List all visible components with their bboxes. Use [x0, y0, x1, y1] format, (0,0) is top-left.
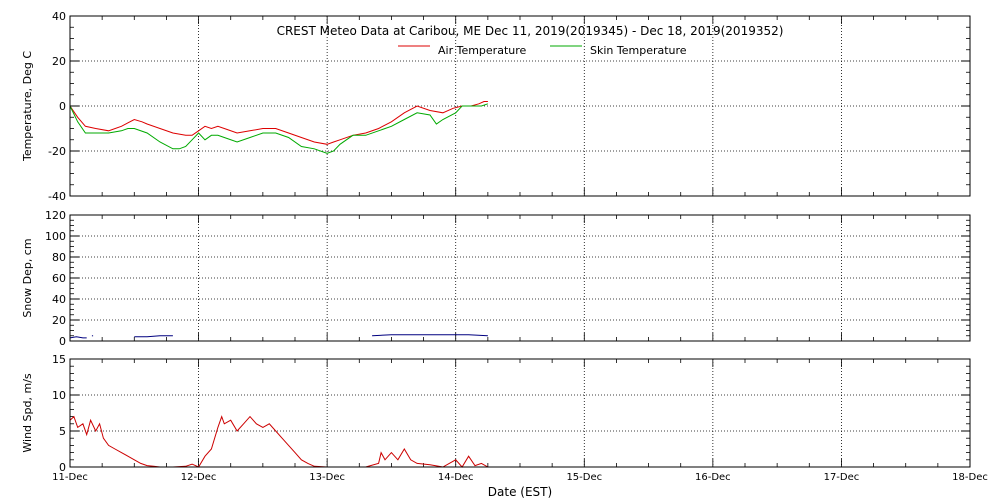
x-tick-label: 13-Dec	[309, 472, 345, 483]
panels: -40 -20 0 20 40 Temperature, Deg C 0 20 40 60 80 10…	[21, 10, 988, 483]
series-snow-depth	[69, 336, 87, 339]
y-tick-label: 10	[52, 389, 66, 402]
x-tick-label: 12-Dec	[181, 472, 217, 483]
legend: Air Temperature Skin Temperature	[398, 44, 687, 57]
series-skin-temperature	[69, 103, 489, 154]
series-air-temperature	[69, 101, 488, 145]
legend-label: Skin Temperature	[590, 44, 687, 57]
legend-label: Air Temperature	[438, 44, 527, 57]
x-tick-label: 11-Dec	[52, 472, 88, 483]
plot-frame	[69, 15, 971, 197]
panel-1: -40 -20 0 20 40 Temperature, Deg C	[21, 10, 971, 203]
y-tick-label: -40	[48, 190, 66, 203]
panel-3: 0 5 10 15 Wind Spd, m/s	[21, 353, 971, 474]
y-tick-label: 40	[52, 10, 66, 23]
series-snow-depth	[372, 334, 488, 337]
chart-title: CREST Meteo Data at Caribou, ME Dec 11, …	[277, 24, 784, 38]
y-tick-label: 120	[45, 209, 66, 222]
y-axis-label: Wind Spd, m/s	[21, 373, 34, 453]
y-tick-label: 20	[52, 314, 66, 327]
plot-frame	[69, 358, 971, 468]
y-axis-label: Snow Dep, cm	[21, 238, 34, 317]
series-wind-speed	[69, 415, 489, 468]
x-tick-label: 15-Dec	[566, 472, 602, 483]
y-tick-label: 5	[59, 425, 66, 438]
plot-frame	[69, 214, 971, 342]
y-tick-label: 0	[59, 461, 66, 474]
y-tick-label: 20	[52, 55, 66, 68]
x-axis-label: Date (EST)	[488, 485, 552, 499]
y-tick-label: 15	[52, 353, 66, 366]
y-tick-label: 80	[52, 251, 66, 264]
x-tick-label: 14-Dec	[438, 472, 474, 483]
y-axis-label: Temperature, Deg C	[21, 51, 34, 162]
x-tick-label: 17-Dec	[824, 472, 860, 483]
series-snow-depth	[134, 335, 173, 338]
y-tick-label: 0	[59, 335, 66, 348]
x-tick-label: 16-Dec	[695, 472, 731, 483]
y-tick-label: -20	[48, 145, 66, 158]
y-tick-label: 60	[52, 272, 66, 285]
x-tick-label: 18-Dec	[952, 472, 988, 483]
y-tick-label: 0	[59, 100, 66, 113]
y-tick-label: 100	[45, 230, 66, 243]
y-tick-label: 40	[52, 293, 66, 306]
panel-2: 0 20 40 60 80 100 120 Snow Dep, cm	[21, 209, 971, 348]
